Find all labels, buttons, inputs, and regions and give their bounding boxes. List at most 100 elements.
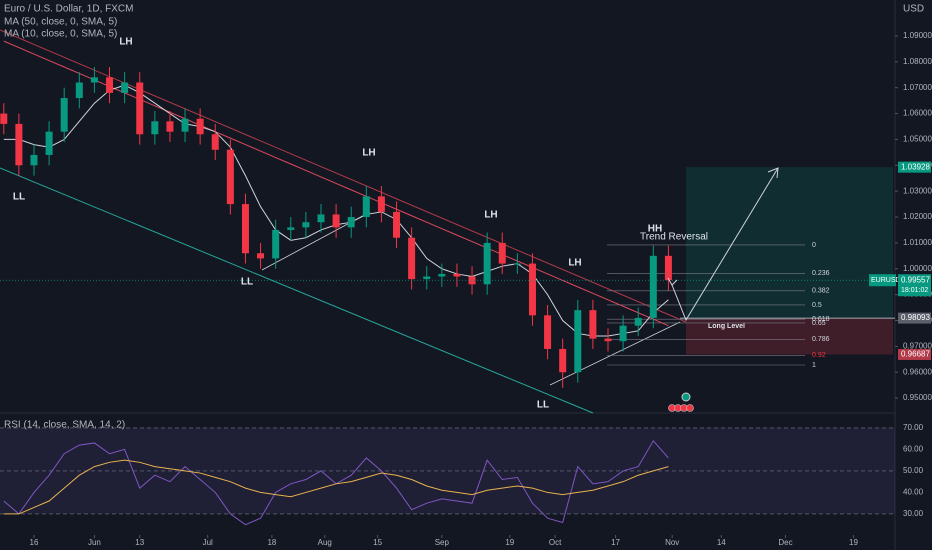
y-tick-label: 0.96000 [903, 367, 932, 376]
annotation: LH [362, 148, 375, 159]
arrow-head [667, 277, 678, 286]
annotation: HH [648, 224, 662, 235]
candle-body [604, 338, 612, 342]
candle-body [60, 98, 68, 132]
candle-body [196, 118, 204, 135]
rsi-ma-line [3, 459, 669, 515]
indicator-label: MA (10, close, 0, SMA, 5) [4, 29, 117, 40]
x-tick-label: 18 [267, 538, 276, 547]
candle-body [287, 227, 295, 230]
candle-body [151, 121, 159, 135]
rsi-tick-label: 50.00 [903, 466, 924, 475]
price-tag-label: 1.03928 [901, 162, 930, 171]
rsi-tick-label: 40.00 [903, 488, 924, 497]
candle-body [45, 131, 53, 155]
price-tag-label: 0.96687 [901, 350, 930, 359]
candle-body [226, 149, 234, 205]
y-tick-label: 0.95000 [903, 393, 932, 402]
rsi-title: RSI (14, close, SMA, 14, 2) [4, 420, 125, 431]
channel-upper [0, 29, 687, 323]
event-marker [686, 404, 694, 412]
candle-body [634, 317, 642, 326]
x-tick-label: 17 [611, 538, 620, 547]
countdown-label: 18:01:02 [901, 287, 928, 294]
x-tick-label: Dec [778, 538, 792, 547]
candle-body [317, 214, 325, 223]
channel-lower [0, 167, 594, 414]
candle-body [393, 211, 401, 238]
candle-body [649, 255, 657, 318]
y-tick-label: 1.00000 [903, 264, 932, 273]
event-marker [681, 392, 691, 402]
candle-body [619, 325, 627, 342]
price-tag-label: 0.99557 [901, 275, 930, 284]
fib-label: 1 [812, 362, 816, 369]
loss-zone [686, 318, 893, 355]
candle-body [332, 214, 340, 228]
fib-label: 0.65 [812, 320, 826, 327]
entry-label: Long Level [708, 323, 745, 330]
candle-body [559, 348, 567, 373]
annotation: LH [119, 37, 132, 48]
y-tick-label: 0.97000 [903, 341, 932, 350]
annotation: LL [537, 400, 549, 411]
candle-body [468, 276, 476, 285]
candle-body [574, 310, 582, 373]
fib-label: 0.382 [812, 288, 830, 295]
candle-body [302, 222, 310, 228]
candle-body [166, 121, 174, 132]
annotation: LL [241, 277, 253, 288]
y-tick-label: 1.02000 [903, 212, 932, 221]
x-tick-label: Sep [435, 538, 450, 547]
candle-body [408, 237, 416, 280]
candle-body [0, 113, 8, 124]
y-tick-label: 1.01000 [903, 238, 932, 247]
candle-body [136, 82, 144, 135]
x-tick-label: Jul [203, 538, 213, 547]
y-tick-label: 1.08000 [903, 57, 932, 66]
candle-body [347, 217, 355, 228]
candle-body [453, 273, 461, 277]
candle-body [121, 82, 129, 93]
candle-body [106, 77, 114, 93]
candle-body [438, 273, 446, 277]
profit-zone [686, 167, 893, 319]
x-tick-label: 19 [849, 538, 858, 547]
x-tick-label: 13 [135, 538, 144, 547]
price-tag [898, 161, 931, 173]
candle-body [30, 154, 38, 166]
candle-body [75, 82, 83, 99]
price-tag-label: 0.98093 [901, 313, 930, 322]
candle-body [241, 204, 249, 254]
fib-label: 0.618 [812, 316, 830, 323]
candle-body [544, 315, 552, 349]
candle-body [257, 253, 265, 259]
y-tick-label: 1.03000 [903, 186, 932, 195]
candle-body [498, 242, 506, 264]
rsi-tick-label: 30.00 [903, 509, 924, 518]
candle-body [272, 229, 280, 259]
currency-label: USD [903, 4, 924, 15]
candle-body [589, 310, 597, 339]
x-tick-label: 16 [30, 538, 39, 547]
fib-label: 0.236 [812, 270, 830, 277]
x-tick-label: Nov [665, 538, 679, 547]
candle-body [181, 118, 189, 132]
candle-body [483, 242, 491, 285]
projection-arrow [671, 167, 779, 322]
candle-body [15, 123, 23, 166]
x-tick-label: 14 [717, 538, 726, 547]
price-tag [898, 348, 931, 360]
candle-body [377, 196, 385, 212]
rsi-tick-label: 70.00 [903, 423, 924, 432]
x-tick-label: Aug [318, 538, 332, 547]
fib-label: 0.92 [812, 352, 826, 359]
symbol-label: EURUSD [871, 277, 901, 284]
candle-body [90, 77, 98, 83]
candle-body [513, 263, 521, 265]
annotation: LL [13, 192, 25, 203]
y-tick-label: 1.09000 [903, 31, 932, 40]
y-tick-label: 1.06000 [903, 109, 932, 118]
annotation: LH [484, 210, 497, 221]
